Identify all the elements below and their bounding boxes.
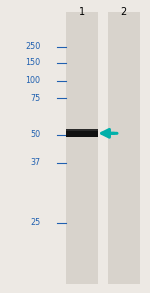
Text: 1: 1: [79, 7, 85, 17]
Text: 75: 75: [30, 94, 40, 103]
Text: 100: 100: [26, 76, 40, 85]
Bar: [66, 129, 98, 137]
Text: 25: 25: [30, 218, 40, 227]
Text: 2: 2: [121, 7, 127, 17]
Text: 150: 150: [25, 59, 40, 67]
Text: 37: 37: [30, 158, 40, 167]
Bar: [66, 12, 98, 284]
Text: 250: 250: [25, 42, 40, 51]
Text: 50: 50: [30, 130, 40, 139]
Bar: [108, 12, 140, 284]
Bar: [66, 129, 98, 131]
